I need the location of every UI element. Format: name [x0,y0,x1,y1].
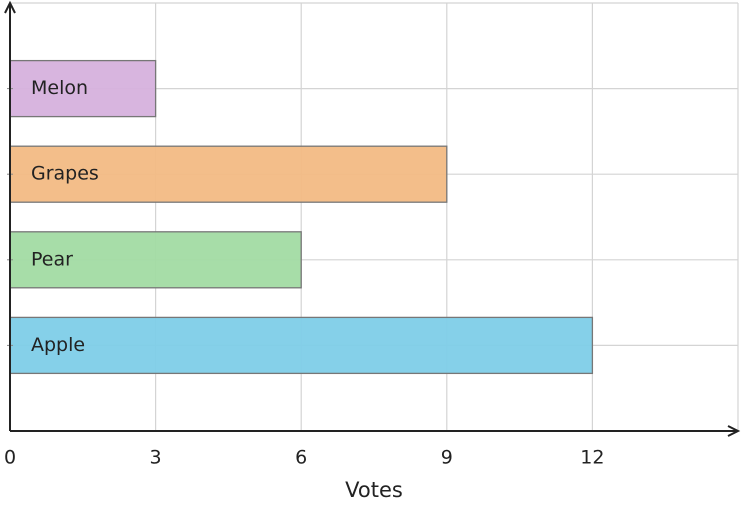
y-axis-arrow [4,0,16,14]
x-tick-label: 12 [580,447,604,469]
x-tick-label: 3 [150,447,162,469]
x-tick-label: 6 [295,447,307,469]
x-axis-label: Votes [345,478,403,502]
bar-label: Melon [31,77,88,99]
x-axis-arrow [727,425,741,437]
bar [9,59,157,118]
bar-label: Apple [31,334,85,356]
bar-label: Pear [31,248,73,270]
x-tick-label: 9 [441,447,453,469]
bar [9,316,594,375]
x-tick-label: 0 [4,447,16,469]
bar [9,145,448,203]
bar [9,231,302,289]
bar-label: Grapes [31,163,99,185]
